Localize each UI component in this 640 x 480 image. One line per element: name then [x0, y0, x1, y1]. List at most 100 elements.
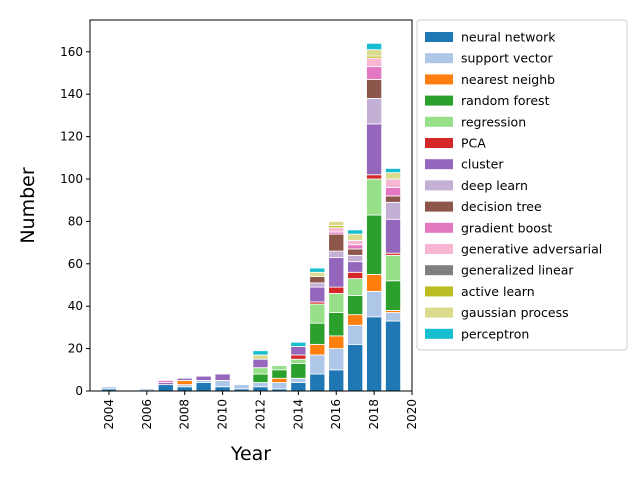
legend-swatch — [425, 74, 453, 85]
bar-segment — [309, 373, 326, 392]
bar-segment — [328, 257, 345, 288]
bar-segment — [309, 286, 326, 303]
bar-segment — [252, 373, 269, 383]
legend-swatch — [425, 159, 453, 170]
legend-label: nearest neighb — [461, 72, 555, 87]
bar-segment — [347, 261, 364, 273]
bar-segment — [328, 286, 345, 294]
x-tick-label: 2012 — [253, 399, 267, 430]
bar-segment — [347, 295, 364, 316]
legend-label: PCA — [461, 136, 486, 151]
bar-segment — [100, 386, 117, 390]
legend-swatch — [425, 53, 453, 64]
legend-swatch — [425, 286, 453, 297]
legend-swatch — [425, 307, 453, 318]
bar-segment — [309, 282, 326, 288]
y-tick-label: 0 — [75, 384, 83, 398]
bar-segment — [309, 271, 326, 277]
bar-segment — [385, 195, 402, 203]
legend-swatch — [425, 201, 453, 212]
bar-segment — [347, 244, 364, 250]
bar-segment — [366, 290, 383, 318]
y-tick-label: 140 — [60, 87, 83, 101]
y-tick-label: 40 — [68, 299, 83, 313]
bar-segment — [271, 382, 288, 390]
legend: neural network support vector nearest neig… — [416, 19, 628, 351]
x-axis-label: Year — [230, 443, 271, 465]
bar-segment — [252, 350, 269, 356]
legend-label: gradient boost — [461, 220, 552, 235]
bar-segment — [157, 379, 174, 383]
bar-segment — [290, 363, 307, 379]
bar-segment — [290, 377, 307, 383]
bar-segment — [385, 172, 402, 180]
legend-label: decision tree — [461, 199, 542, 214]
legend-label: deep learn — [461, 178, 528, 193]
bar-segment — [214, 379, 231, 388]
bar-segment — [347, 240, 364, 246]
legend-swatch — [425, 116, 453, 127]
bar-segment — [195, 382, 212, 392]
legend-swatch — [425, 244, 453, 254]
bar-segment — [366, 174, 383, 180]
legend-swatch — [425, 265, 453, 276]
bar-segment — [347, 254, 364, 263]
bar-segment — [328, 348, 345, 371]
y-axis-label: Number — [17, 167, 39, 244]
legend-swatch — [425, 180, 453, 191]
y-tick-label: 160 — [60, 45, 83, 59]
bar-segment — [328, 312, 345, 337]
bar-segment — [347, 229, 364, 235]
bar-segment — [309, 322, 326, 345]
bar-segment — [347, 314, 364, 326]
legend-label: gaussian process — [461, 305, 569, 320]
legend-label: perceptron — [461, 326, 529, 341]
legend-box — [416, 19, 628, 351]
legend-label: regression — [461, 114, 526, 129]
bar-segment — [366, 316, 383, 392]
bar-segment — [385, 201, 402, 220]
bar-segment — [366, 78, 383, 99]
bar-segment — [366, 98, 383, 125]
bar-segment — [290, 341, 307, 347]
x-tick-label: 2006 — [140, 399, 154, 430]
bar-segment — [309, 276, 326, 284]
bar-segment — [366, 214, 383, 275]
bar-segment — [328, 227, 345, 233]
x-axis: 2004 2006 2008 2010 2012 2014 2016 2018 2020 — [102, 391, 419, 430]
bar-segment — [328, 220, 345, 227]
bar-segment — [309, 354, 326, 375]
y-tick-label: 80 — [68, 214, 83, 228]
bar-segment — [328, 335, 345, 350]
bar-segment — [347, 271, 364, 280]
bar-layer — [100, 42, 402, 392]
bar-segment — [252, 382, 269, 388]
bar-segment — [214, 373, 231, 381]
bar-segment — [214, 386, 231, 392]
bar-segment — [347, 233, 364, 241]
bar-segment — [366, 178, 383, 216]
bar-segment — [176, 386, 193, 392]
bar-segment — [195, 375, 212, 381]
bar-segment — [233, 384, 250, 390]
y-tick-label: 60 — [68, 257, 83, 271]
plot-frame — [89, 19, 413, 392]
bar-segment — [176, 379, 193, 386]
bar-segment — [328, 250, 345, 258]
bar-segment — [385, 254, 402, 282]
x-tick-label: 2014 — [291, 399, 305, 430]
y-axis: 0 20 40 60 80 100 120 140 160 — [60, 45, 90, 398]
x-tick-label: 2020 — [405, 399, 419, 430]
bar-segment — [290, 354, 307, 360]
bar-segment — [385, 178, 402, 188]
bar-segment — [252, 367, 269, 375]
bar-segment — [290, 382, 307, 392]
bar-segment — [347, 248, 364, 256]
bar-segment — [385, 280, 402, 311]
legend-swatch — [425, 95, 453, 106]
bar-segment — [385, 187, 402, 197]
bar-segment — [290, 358, 307, 364]
bar-segment — [271, 377, 288, 383]
legend-label: cluster — [461, 157, 504, 172]
